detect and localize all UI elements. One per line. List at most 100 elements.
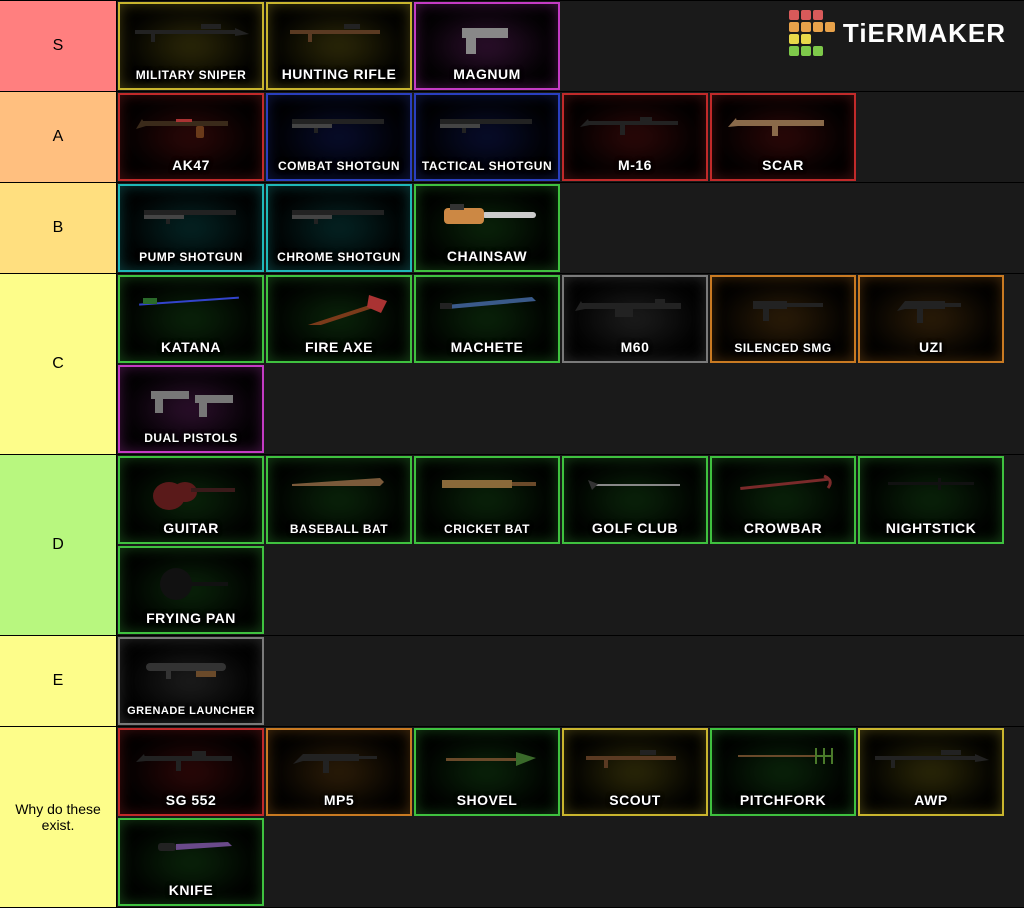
- item-label: AK47: [172, 157, 210, 179]
- tier-item[interactable]: KNIFE: [118, 818, 264, 906]
- tier-item[interactable]: SILENCED SMG: [710, 275, 856, 363]
- weapon-icon: [289, 744, 389, 781]
- tier-label: S: [0, 1, 117, 91]
- weapon-icon: [141, 381, 241, 426]
- tier-label: A: [0, 92, 117, 182]
- tier-label: E: [0, 636, 117, 726]
- weapon-icon: [432, 291, 542, 318]
- tier-items: GRENADE LAUNCHER: [117, 636, 1024, 726]
- tiermaker-logo: TiERMAKER: [789, 10, 1006, 56]
- item-label: CROWBAR: [744, 520, 822, 542]
- tier-item[interactable]: CHROME SHOTGUN: [266, 184, 412, 272]
- weapon-icon: [136, 200, 246, 229]
- tier-item[interactable]: CROWBAR: [710, 456, 856, 544]
- tier-item[interactable]: PITCHFORK: [710, 728, 856, 816]
- tier-item[interactable]: AWP: [858, 728, 1004, 816]
- item-label: MP5: [324, 792, 354, 814]
- item-label: KNIFE: [169, 882, 214, 904]
- item-label: MAGNUM: [453, 66, 521, 88]
- item-label: HUNTING RIFLE: [282, 66, 397, 88]
- item-label: BASEBALL BAT: [290, 522, 388, 542]
- tier-item[interactable]: AK47: [118, 93, 264, 181]
- weapon-icon: [146, 562, 236, 611]
- item-label: NIGHTSTICK: [886, 520, 977, 542]
- tier-item[interactable]: FRYING PAN: [118, 546, 264, 634]
- item-label: GOLF CLUB: [592, 520, 678, 542]
- tier-items: GUITAR BASEBALL BAT CRICKET BAT GOLF CLUB CR…: [117, 455, 1024, 635]
- weapon-icon: [141, 472, 241, 517]
- tier-item[interactable]: DUAL PISTOLS: [118, 365, 264, 453]
- item-label: AWP: [914, 792, 947, 814]
- tier-item[interactable]: CRICKET BAT: [414, 456, 560, 544]
- item-label: PITCHFORK: [740, 792, 826, 814]
- weapon-icon: [580, 744, 690, 777]
- weapon-icon: [728, 472, 838, 497]
- weapon-icon: [284, 200, 394, 229]
- tier-item[interactable]: KATANA: [118, 275, 264, 363]
- weapon-icon: [575, 291, 695, 326]
- tier-item[interactable]: COMBAT SHOTGUN: [266, 93, 412, 181]
- tier-item[interactable]: CHAINSAW: [414, 184, 560, 272]
- weapon-icon: [136, 653, 246, 688]
- item-label: M-16: [618, 157, 652, 179]
- weapon-icon: [131, 18, 251, 51]
- item-label: KATANA: [161, 339, 221, 361]
- tier-item[interactable]: GUITAR: [118, 456, 264, 544]
- tier-item[interactable]: M60: [562, 275, 708, 363]
- item-label: CHAINSAW: [447, 248, 527, 270]
- tier-row-A: A AK47 COMBAT SHOTGUN TACTICAL SHOTGUN M-16 S…: [0, 91, 1024, 182]
- tier-items: KATANA FIRE AXE MACHETE M60SILENCED SMGUZI D…: [117, 274, 1024, 454]
- tier-label: D: [0, 455, 117, 635]
- weapon-icon: [284, 18, 394, 51]
- tier-item[interactable]: MILITARY SNIPER: [118, 2, 264, 90]
- tier-item[interactable]: TACTICAL SHOTGUN: [414, 93, 560, 181]
- tier-item[interactable]: PUMP SHOTGUN: [118, 184, 264, 272]
- weapon-icon: [891, 291, 971, 332]
- weapon-icon: [452, 18, 522, 63]
- weapon-icon: [136, 744, 246, 779]
- weapon-icon: [136, 109, 246, 144]
- tier-item[interactable]: MACHETE: [414, 275, 560, 363]
- weapon-icon: [733, 291, 833, 330]
- tier-item[interactable]: MAGNUM: [414, 2, 560, 90]
- item-label: MILITARY SNIPER: [136, 68, 247, 88]
- tier-items: SG 552 MP5 SHOVEL SCOUT PITCHFORK AWP KNIFE: [117, 727, 1024, 907]
- item-label: PUMP SHOTGUN: [139, 250, 243, 270]
- tier-row-B: B PUMP SHOTGUN CHROME SHOTGUN CHAINSAW: [0, 182, 1024, 273]
- tier-item[interactable]: FIRE AXE: [266, 275, 412, 363]
- item-label: GUITAR: [163, 520, 219, 542]
- item-label: COMBAT SHOTGUN: [278, 159, 400, 179]
- tier-item[interactable]: SHOVEL: [414, 728, 560, 816]
- tier-label: B: [0, 183, 117, 273]
- tier-item[interactable]: UZI: [858, 275, 1004, 363]
- tier-row-F: Why do these exist.SG 552MP5SHOVELSCOUTP…: [0, 726, 1024, 908]
- weapon-icon: [876, 472, 986, 499]
- weapon-icon: [728, 744, 838, 773]
- weapon-icon: [284, 109, 394, 138]
- weapon-icon: [284, 472, 394, 497]
- tier-list: S MILITARY SNIPER HUNTING RIFLE MAGNUM A AK47…: [0, 0, 1024, 908]
- weapon-icon: [580, 472, 690, 503]
- item-label: GRENADE LAUNCHER: [127, 705, 255, 723]
- tier-item[interactable]: SG 552: [118, 728, 264, 816]
- tier-item[interactable]: SCAR: [710, 93, 856, 181]
- item-label: SG 552: [166, 792, 216, 814]
- tier-item[interactable]: SCOUT: [562, 728, 708, 816]
- tier-label: C: [0, 274, 117, 454]
- weapon-icon: [289, 291, 389, 330]
- tier-row-E: E GRENADE LAUNCHER: [0, 635, 1024, 726]
- logo-grid-icon: [789, 10, 835, 56]
- tier-item[interactable]: GOLF CLUB: [562, 456, 708, 544]
- tier-item[interactable]: HUNTING RIFLE: [266, 2, 412, 90]
- tier-item[interactable]: GRENADE LAUNCHER: [118, 637, 264, 725]
- weapon-icon: [432, 472, 542, 497]
- weapon-icon: [432, 200, 542, 235]
- tier-items: PUMP SHOTGUN CHROME SHOTGUN CHAINSAW: [117, 183, 1024, 273]
- tier-item[interactable]: M-16: [562, 93, 708, 181]
- tier-item[interactable]: NIGHTSTICK: [858, 456, 1004, 544]
- item-label: MACHETE: [451, 339, 524, 361]
- weapon-icon: [131, 291, 251, 316]
- item-label: SCOUT: [609, 792, 661, 814]
- tier-item[interactable]: MP5: [266, 728, 412, 816]
- tier-item[interactable]: BASEBALL BAT: [266, 456, 412, 544]
